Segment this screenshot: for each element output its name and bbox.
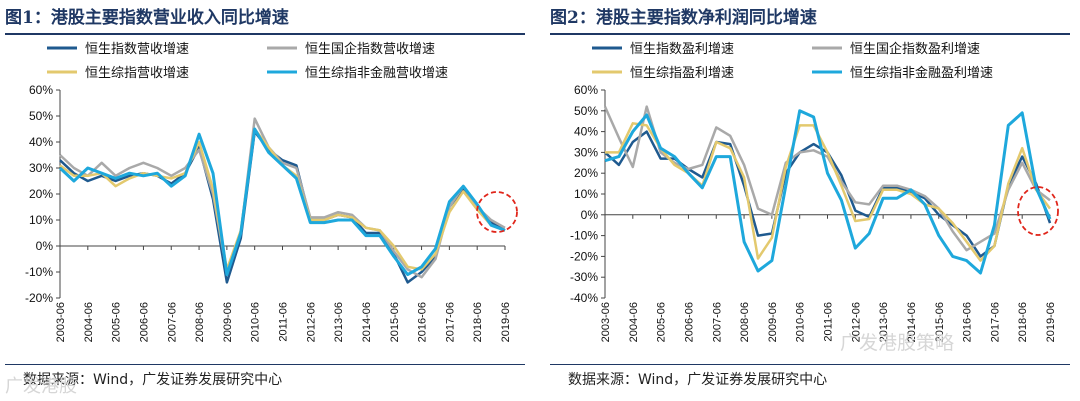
- x-tick-label: 2009-06: [222, 302, 234, 342]
- chart-panel-profit: 图2：港股主要指数净利润同比增速 恒生指数盈利增速 恒生国企指数盈利增速 恒生综…: [550, 0, 1075, 401]
- x-tick-label: 2005-06: [111, 302, 123, 342]
- watermark-left: 广发港股: [5, 376, 77, 397]
- source-note: 数据来源：Wind，广发证券发展研究中心: [23, 372, 283, 388]
- y-tick-label: 0%: [36, 239, 54, 253]
- x-tick-label: 2007-06: [166, 302, 178, 342]
- x-tick-label: 2011-06: [823, 302, 835, 342]
- x-tick-label: 2018-06: [1017, 302, 1029, 342]
- title-rule: [550, 33, 1070, 35]
- series-line-hs: [59, 130, 506, 284]
- legend-label-state: 恒生国企指数营收增速: [305, 41, 435, 56]
- x-tick-label: 2017-06: [444, 302, 456, 342]
- x-tick-label: 2009-06: [767, 302, 779, 342]
- y-tick-label: 10%: [574, 187, 598, 201]
- y-tick-label: -40%: [570, 291, 598, 305]
- x-tick-label: 2015-06: [934, 302, 946, 342]
- legend-label-comp: 恒生综指营收增速: [85, 65, 189, 80]
- x-tick-label: 2012-06: [305, 302, 317, 342]
- x-tick-label: 2015-06: [389, 302, 401, 342]
- title-rule: [5, 33, 525, 35]
- x-tick-label: 2019-06: [1045, 302, 1057, 342]
- highlight-circle: [476, 191, 518, 233]
- legend-label-hs: 恒生指数盈利增速: [630, 41, 734, 56]
- legend-label-nonfin: 恒生综指非金融营收增速: [305, 65, 448, 80]
- legend-label-nonfin: 恒生综指非金融盈利增速: [850, 65, 993, 80]
- bottom-rule: [550, 364, 1070, 365]
- x-tick-label: 2012-06: [850, 302, 862, 342]
- y-tick-label: 10%: [29, 213, 53, 227]
- y-tick-label: 0%: [581, 208, 599, 222]
- x-tick-label: 2010-06: [250, 302, 262, 342]
- x-tick-label: 2011-06: [278, 302, 290, 342]
- y-tick-label: 50%: [574, 104, 598, 118]
- y-tick-label: -10%: [570, 229, 598, 243]
- y-tick-label: 30%: [29, 161, 53, 175]
- legend: 恒生指数营收增速 恒生国企指数营收增速 恒生综指营收增速 恒生综指非金融营收增速: [47, 41, 448, 80]
- y-tick-label: -20%: [25, 291, 53, 305]
- x-tick-label: 2013-06: [333, 302, 345, 342]
- x-tick-label: 2004-06: [628, 302, 640, 342]
- x-tick-label: 2005-06: [656, 302, 668, 342]
- x-tick-label: 2016-06: [417, 302, 429, 342]
- x-tick-label: 2016-06: [962, 302, 974, 342]
- x-tick-label: 2014-06: [906, 302, 918, 342]
- y-tick-label: 20%: [29, 187, 53, 201]
- x-tick-label: 2008-06: [739, 302, 751, 342]
- highlight-circle: [1017, 186, 1059, 236]
- x-tick-label: 2006-06: [683, 302, 695, 342]
- chart-svg-profit: 恒生指数盈利增速 恒生国企指数盈利增速 恒生综指盈利增速 恒生综指非金融盈利增速…: [570, 41, 1059, 342]
- x-tick-label: 2010-06: [795, 302, 807, 342]
- chart-panel-revenue: 图1：港股主要指数营业收入同比增速 恒生指数营收增速 恒生国企指数营收增速 恒生…: [5, 0, 530, 401]
- series-line-nonfin: [58, 127, 506, 277]
- legend-label-comp: 恒生综指盈利增速: [630, 65, 734, 80]
- y-tick-label: -20%: [570, 249, 598, 263]
- y-tick-label: -10%: [25, 265, 53, 279]
- y-tick-label: -30%: [570, 270, 598, 284]
- source-note: 数据来源：Wind，广发证券发展研究中心: [568, 372, 828, 388]
- series-line-nonfin: [604, 109, 1052, 275]
- y-tick-label: 30%: [574, 145, 598, 159]
- series-line-comp: [605, 122, 1052, 262]
- legend-label-state: 恒生国企指数盈利增速: [850, 41, 980, 56]
- x-tick-label: 2003-06: [55, 302, 67, 342]
- series-line-state: [59, 117, 506, 279]
- x-tick-label: 2008-06: [194, 302, 206, 342]
- chart-title: 图1：港股主要指数营业收入同比增速: [5, 8, 289, 28]
- y-tick-label: 60%: [574, 83, 598, 97]
- x-tick-label: 2018-06: [472, 302, 484, 342]
- x-tick-label: 2004-06: [83, 302, 95, 342]
- legend: 恒生指数盈利增速 恒生国企指数盈利增速 恒生综指盈利增速 恒生综指非金融盈利增速: [592, 41, 993, 80]
- x-tick-label: 2017-06: [989, 302, 1001, 342]
- y-tick-label: 60%: [29, 83, 53, 97]
- chart-svg-revenue: 恒生指数营收增速 恒生国企指数营收增速 恒生综指营收增速 恒生综指非金融营收增速…: [25, 41, 518, 342]
- x-tick-label: 2019-06: [500, 302, 512, 342]
- chart-title: 图2：港股主要指数净利润同比增速: [550, 8, 817, 28]
- y-tick-label: 20%: [574, 166, 598, 180]
- x-tick-label: 2014-06: [361, 302, 373, 342]
- x-tick-label: 2007-06: [711, 302, 723, 342]
- bottom-rule: [5, 364, 525, 365]
- x-tick-label: 2003-06: [600, 302, 612, 342]
- legend-label-hs: 恒生指数营收增速: [85, 41, 189, 56]
- y-tick-label: 40%: [574, 125, 598, 139]
- y-tick-label: 50%: [29, 109, 53, 123]
- y-tick-label: 40%: [29, 135, 53, 149]
- x-tick-label: 2006-06: [138, 302, 150, 342]
- x-tick-label: 2013-06: [878, 302, 890, 342]
- watermark-right: 广发港股策略: [840, 332, 955, 354]
- series-line-state: [603, 105, 1051, 252]
